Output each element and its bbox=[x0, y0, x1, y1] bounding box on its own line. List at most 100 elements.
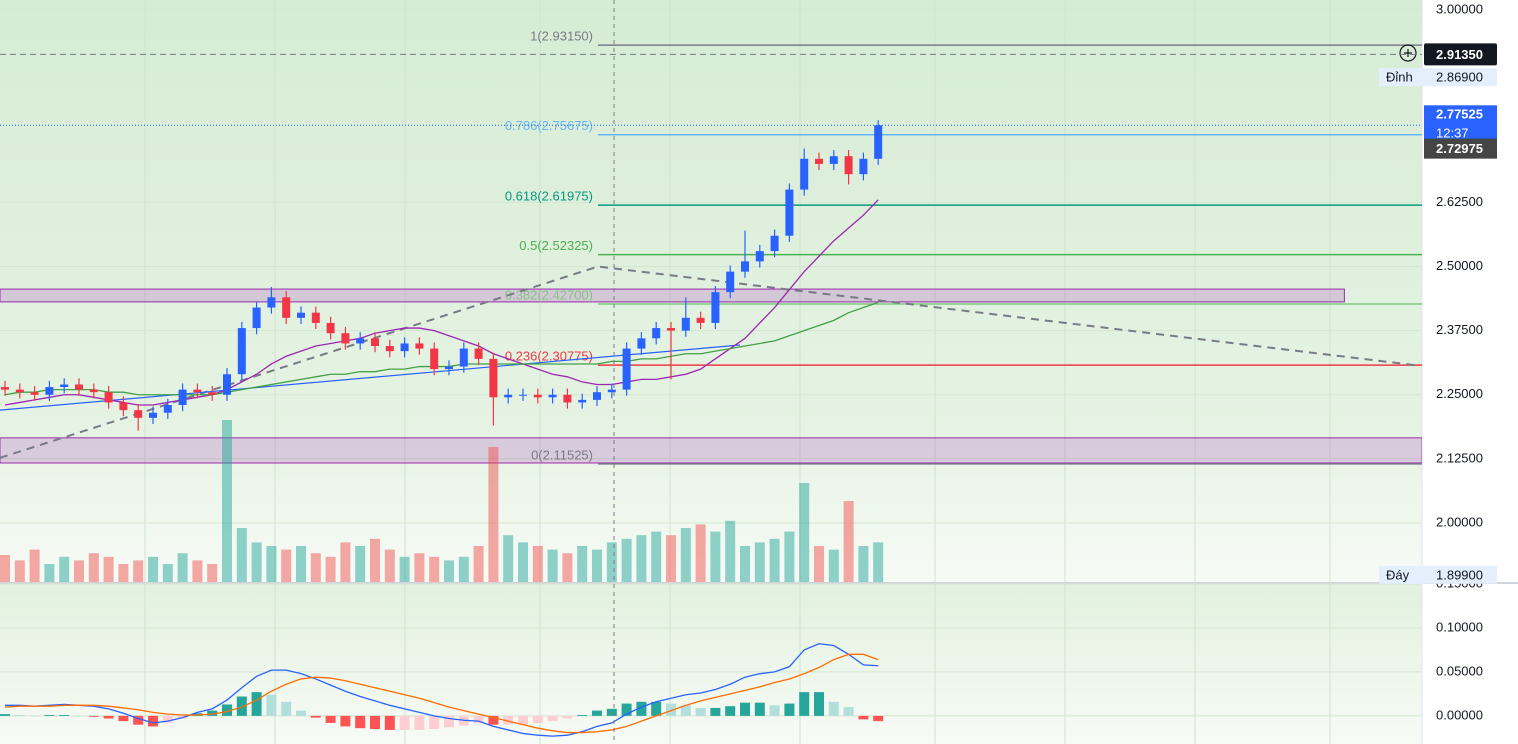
volume-bar bbox=[399, 556, 410, 582]
macd-histogram-bar bbox=[562, 715, 573, 719]
y-tick-label: 2.00000 bbox=[1436, 514, 1483, 529]
fib-label: 0.382(2.42700) bbox=[505, 287, 593, 302]
y-tick-label: 2.62500 bbox=[1436, 194, 1483, 209]
macd-histogram-bar bbox=[370, 715, 380, 730]
candle-body bbox=[311, 312, 320, 323]
volume-bar bbox=[355, 546, 366, 582]
candle-body bbox=[637, 338, 646, 349]
macd-histogram-bar bbox=[29, 715, 40, 717]
macd-histogram-bar bbox=[88, 715, 99, 717]
candle-body bbox=[134, 410, 143, 418]
fib-label: 0.786(2.75675) bbox=[505, 118, 593, 133]
candle-body bbox=[563, 394, 572, 403]
add-icon[interactable] bbox=[1399, 44, 1417, 62]
candle-body bbox=[163, 405, 172, 413]
volume-bar bbox=[59, 556, 70, 582]
price-tag bbox=[1379, 68, 1497, 87]
macd-histogram-bar bbox=[281, 701, 292, 716]
volume-bar bbox=[799, 483, 810, 582]
candle-body bbox=[844, 156, 853, 175]
candle-body bbox=[445, 366, 453, 370]
macd-histogram-bar bbox=[444, 715, 454, 728]
y-tick-label: 2.25000 bbox=[1436, 386, 1483, 401]
volume-bar bbox=[503, 535, 514, 582]
macd-histogram-bar bbox=[695, 707, 706, 716]
volume-bar bbox=[340, 542, 351, 582]
candle-body bbox=[30, 392, 39, 395]
candle-body bbox=[45, 387, 54, 395]
macd-histogram-bar bbox=[814, 692, 824, 716]
macd-histogram-bar bbox=[473, 715, 484, 723]
macd-histogram-bar bbox=[769, 705, 780, 716]
candle-body bbox=[193, 389, 202, 393]
candle-body bbox=[681, 317, 690, 331]
price-plot: 1(2.93150) 0.786(2.75675) 0.618(2.61975) 0.… bbox=[0, 29, 1422, 582]
grid bbox=[0, 9, 1422, 717]
candle-body bbox=[371, 338, 379, 347]
candle-body bbox=[785, 189, 794, 236]
macd-histogram-bar bbox=[843, 707, 854, 716]
fib-label: 0(2.11525) bbox=[531, 447, 593, 462]
candle-body bbox=[341, 333, 350, 344]
volume-bar bbox=[621, 538, 632, 582]
macd-histogram-bar bbox=[636, 701, 647, 716]
candle-body bbox=[593, 392, 601, 400]
volume-bar bbox=[118, 564, 129, 582]
candle-body bbox=[252, 307, 261, 329]
macd-plot bbox=[0, 643, 884, 737]
macd-histogram-bar bbox=[266, 694, 277, 716]
macd-histogram-bar bbox=[651, 701, 662, 716]
macd-histogram-bar bbox=[59, 714, 70, 716]
price-tag-label: 2.86900 bbox=[1436, 70, 1483, 85]
candle-body bbox=[489, 358, 498, 398]
candle-body bbox=[75, 384, 83, 390]
candle-body bbox=[1, 387, 9, 390]
candle-body bbox=[385, 346, 394, 352]
macd-histogram-bar bbox=[207, 710, 218, 716]
volume-bar bbox=[266, 546, 277, 582]
candle-body bbox=[504, 394, 513, 398]
macd-histogram-bar bbox=[236, 696, 247, 716]
price-tag bbox=[1379, 565, 1497, 584]
candle-body bbox=[326, 322, 335, 334]
volume-bar bbox=[754, 542, 765, 582]
candle-body bbox=[726, 271, 735, 293]
macd-histogram-bar bbox=[429, 715, 440, 730]
volume-bar bbox=[725, 520, 736, 582]
macd-histogram-bar bbox=[414, 715, 425, 730]
price-axis: 3.00000 2.62500 2.50000 2.37500 2.25000 2.125… bbox=[1379, 1, 1497, 722]
candle-body bbox=[119, 402, 128, 411]
volume-bar bbox=[769, 538, 780, 582]
macd-histogram-bar bbox=[310, 715, 321, 718]
candle-body bbox=[15, 389, 24, 393]
candle-body bbox=[711, 292, 720, 323]
candle-body bbox=[400, 343, 409, 352]
crosshair-tag bbox=[1424, 43, 1497, 66]
candle-body bbox=[178, 389, 187, 406]
macd-macd-line bbox=[5, 643, 879, 737]
macd-histogram-bar bbox=[251, 692, 262, 716]
volume-bar bbox=[133, 560, 144, 582]
candle-body bbox=[741, 261, 749, 272]
y-tick-label: 2.12500 bbox=[1436, 450, 1483, 465]
price-tag-label: 2.72975 bbox=[1436, 141, 1483, 156]
volume-bar bbox=[695, 524, 706, 582]
candle-body bbox=[770, 235, 779, 252]
volume-bar bbox=[429, 556, 440, 582]
volume-bar bbox=[414, 553, 425, 582]
volume-bar bbox=[562, 553, 573, 582]
candle-body bbox=[356, 338, 365, 344]
volume-bar bbox=[651, 531, 662, 582]
moving-average bbox=[4, 301, 879, 396]
candle-body bbox=[237, 328, 246, 375]
volume-bar bbox=[74, 560, 84, 582]
candle-body bbox=[104, 392, 113, 403]
candle-body bbox=[223, 374, 231, 395]
macd-histogram-bar bbox=[740, 702, 750, 716]
add-button[interactable] bbox=[1399, 44, 1417, 62]
candle-body bbox=[829, 156, 838, 164]
macd-pane bbox=[0, 584, 1422, 744]
macd-histogram-bar bbox=[103, 715, 114, 719]
